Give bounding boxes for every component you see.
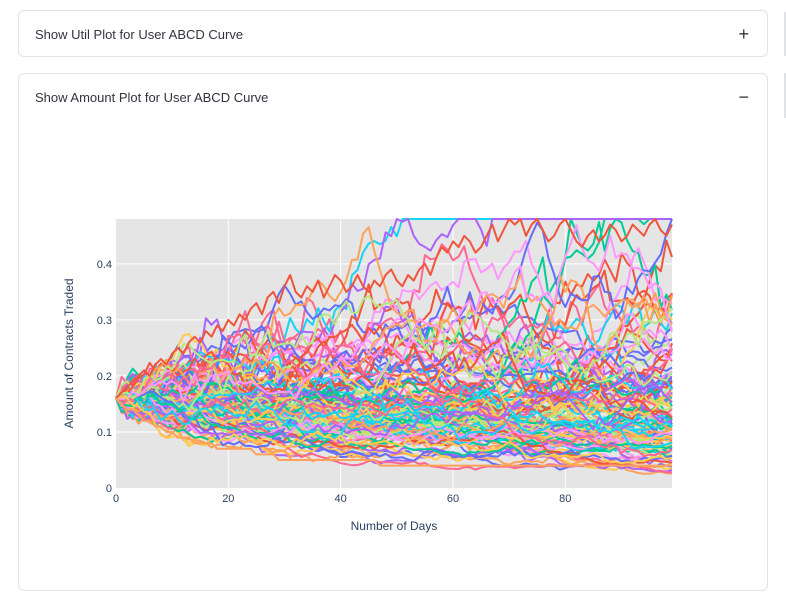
series-line-103 xyxy=(115,370,673,422)
series-line-115 xyxy=(115,391,673,449)
x-tick-label: 0 xyxy=(113,493,119,505)
series-line-fixed-0 xyxy=(115,218,673,400)
series-line-113 xyxy=(115,382,673,443)
x-tick-label: 20 xyxy=(222,493,234,505)
x-tick-label: 40 xyxy=(335,493,347,505)
series-line-110 xyxy=(115,390,673,464)
y-tick-label: 0 xyxy=(106,483,112,495)
series-line-108 xyxy=(115,395,673,445)
x-axis-ticks: 0 20 40 60 80 xyxy=(113,493,571,505)
series-line-fixed-1 xyxy=(115,397,672,467)
series-lines xyxy=(115,218,673,475)
x-tick-label: 80 xyxy=(559,493,571,505)
amount-plot-expander-header[interactable]: Show Amount Plot for User ABCD Curve − xyxy=(19,74,767,120)
util-plot-expander-header[interactable]: Show Util Plot for User ABCD Curve + xyxy=(19,11,767,57)
y-tick-label: 0.3 xyxy=(97,315,112,327)
x-tick-label: 60 xyxy=(447,493,459,505)
series-line-117 xyxy=(115,294,673,400)
series-line-114 xyxy=(115,272,673,400)
expand-plus-icon[interactable]: + xyxy=(738,24,749,44)
collapse-minus-icon[interactable]: − xyxy=(738,87,749,107)
series-line-94 xyxy=(115,226,673,419)
util-plot-expander: Show Util Plot for User ABCD Curve + xyxy=(18,10,768,57)
x-axis-label: Number of Days xyxy=(351,519,438,533)
y-axis-ticks: 0 0.1 0.2 0.3 0.4 xyxy=(97,259,112,495)
right-panel-edge xyxy=(784,12,786,56)
amount-plot-expander-title: Show Amount Plot for User ABCD Curve xyxy=(35,89,269,105)
y-tick-label: 0.2 xyxy=(97,371,112,383)
series-line-119 xyxy=(115,396,673,465)
series-line-118 xyxy=(115,224,673,402)
series-line-30 xyxy=(115,284,673,400)
series-line-106 xyxy=(115,376,673,419)
y-tick-label: 0.1 xyxy=(97,427,112,439)
series-line-111 xyxy=(115,323,673,419)
y-tick-label: 0.4 xyxy=(97,259,112,271)
util-plot-expander-title: Show Util Plot for User ABCD Curve xyxy=(35,26,244,42)
right-panel-edge xyxy=(784,73,786,118)
y-axis-label: Amount of Contracts Traded xyxy=(62,278,76,428)
series-line-105 xyxy=(115,380,673,431)
series-line-83 xyxy=(115,218,672,399)
